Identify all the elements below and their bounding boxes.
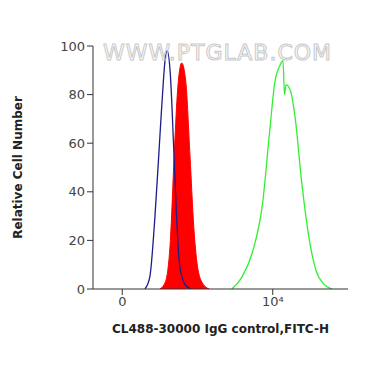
svg-text:100: 100 [60, 39, 85, 54]
svg-text:Relative Cell Number: Relative Cell Number [11, 96, 25, 239]
svg-text:10⁴: 10⁴ [262, 294, 284, 309]
html-text:WWW.PTGLAB.COM: WWW.PTGLAB.COM [103, 40, 332, 65]
svg-text:CL488-30000 IgG control,FITC-H: CL488-30000 IgG control,FITC-H [112, 322, 329, 336]
svg-text:60: 60 [68, 136, 85, 151]
svg-text:40: 40 [68, 184, 85, 199]
svg-text:80: 80 [68, 87, 85, 102]
svg-text:20: 20 [68, 233, 85, 248]
svg-text:0: 0 [118, 294, 126, 309]
svg-text:0: 0 [77, 282, 85, 297]
